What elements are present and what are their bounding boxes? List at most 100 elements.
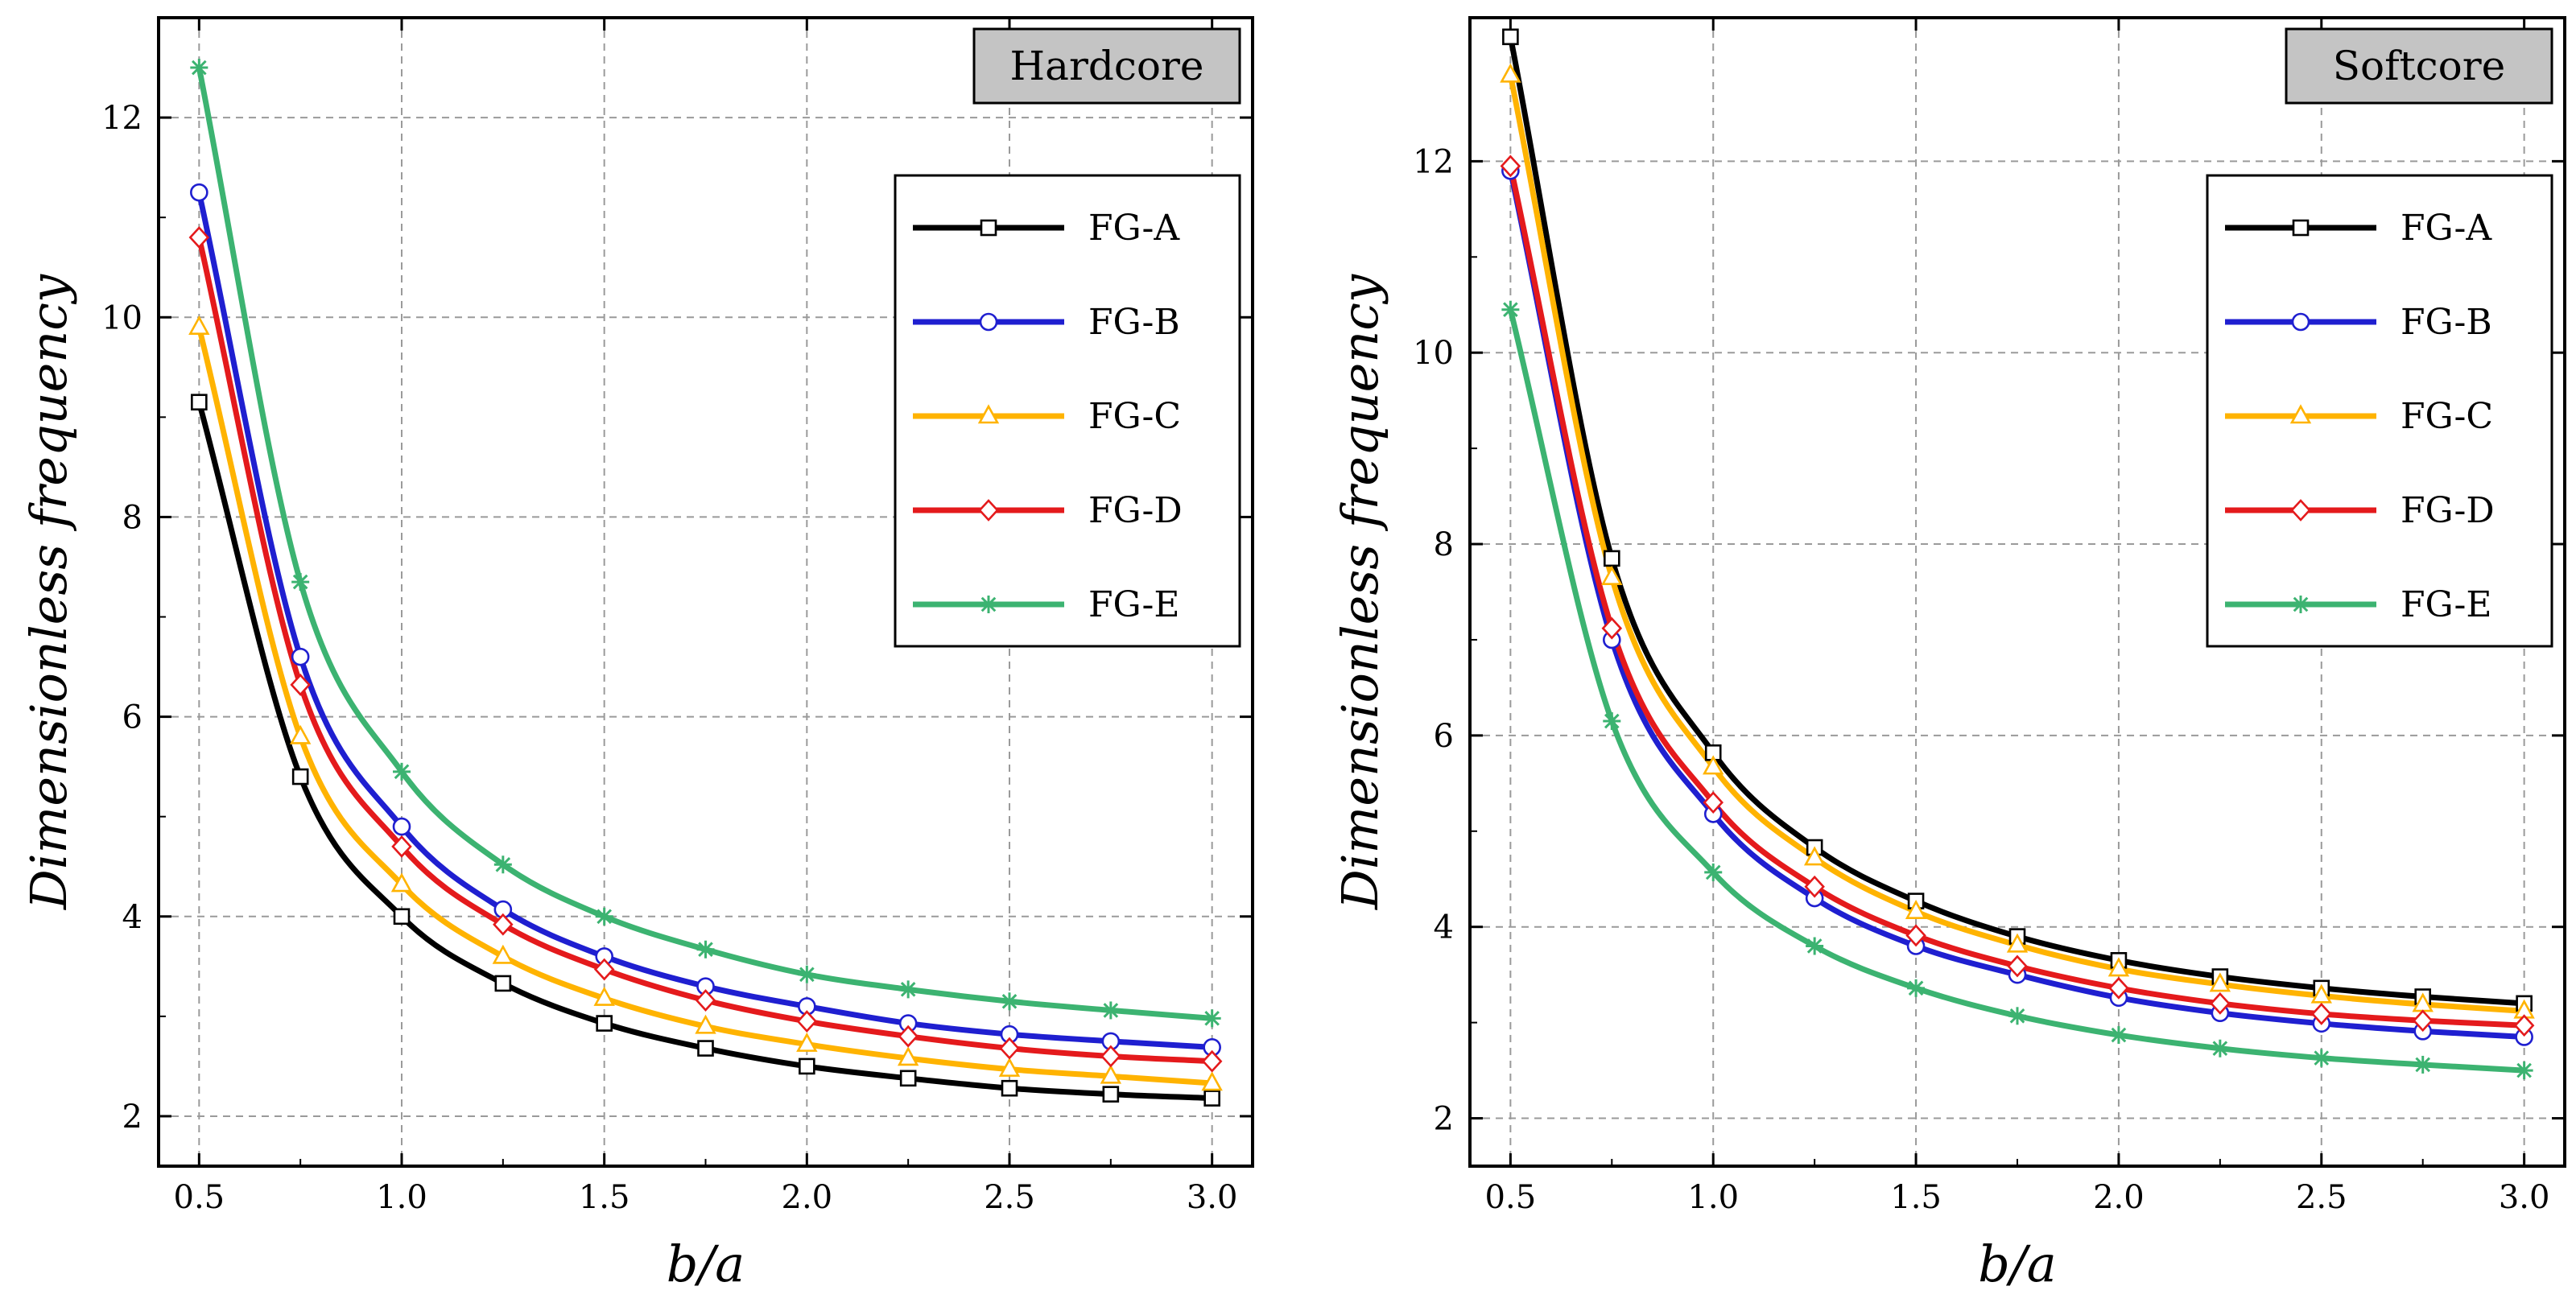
data-point-fg-e (393, 762, 411, 781)
legend-entry-fg-d: FG-D (913, 490, 1183, 531)
panel-badge-label: Hardcore (1010, 43, 1204, 89)
data-point-fg-c (1703, 755, 1724, 775)
legend-entry-fg-c: FG-C (913, 396, 1181, 437)
legend-label: FG-D (1088, 490, 1183, 531)
legend-label: FG-B (1088, 302, 1180, 343)
data-point-fg-c (1100, 1064, 1122, 1084)
data-point-fg-d (2007, 954, 2028, 978)
series-markers-fg-b (190, 183, 1221, 1057)
x-axis-title: b/a (667, 1235, 745, 1293)
data-point-fg-e (696, 940, 715, 959)
y-tick-label: 12 (1413, 143, 1454, 180)
ticks (1470, 18, 2565, 1166)
data-point-fg-c (2006, 933, 2029, 953)
series-markers-fg-d (188, 226, 1223, 1073)
marker-stroke (1204, 1011, 1220, 1026)
data-point-fg-c (2209, 972, 2231, 992)
data-point-fg-e (2008, 1007, 2026, 1025)
legend-label: FG-A (1088, 208, 1180, 249)
data-point-fg-c (897, 1046, 919, 1066)
data-point-fg-d (2210, 991, 2231, 1015)
marker-stroke (1806, 938, 1823, 954)
data-point-fg-e (2413, 1055, 2432, 1074)
data-point-fg-d (1601, 616, 1623, 640)
data-point-fg-a (799, 1057, 815, 1075)
x-tick-label: 3.0 (2499, 1179, 2550, 1216)
series-markers-fg-d (1500, 155, 2535, 1037)
legend-box (894, 174, 1241, 648)
series-markers-fg-a (191, 394, 1220, 1107)
panel-badge-label: Softcore (2333, 43, 2506, 89)
y-tick-label: 8 (1434, 526, 1454, 563)
data-point-fg-c (188, 315, 210, 335)
marker-stroke (1503, 302, 1518, 318)
data-point-fg-a (596, 1015, 613, 1032)
data-point-fg-e (2515, 1062, 2533, 1080)
data-point-fg-c (796, 1032, 818, 1052)
series-markers-fg-c (188, 315, 1223, 1091)
marker-stroke (597, 909, 612, 925)
legend-label: FG-B (2401, 302, 2492, 343)
legend-entry-fg-b: FG-B (2225, 302, 2492, 343)
x-tick-label: 3.0 (1187, 1179, 1238, 1216)
data-point-fg-e (1203, 1009, 1221, 1028)
legend-marker (2290, 499, 2311, 522)
y-axis-title: Dimensionless frequency (1331, 274, 1389, 910)
marker-stroke (394, 764, 410, 780)
marker-stroke (698, 942, 713, 958)
data-point-fg-d (999, 1037, 1020, 1060)
data-point-fg-a (291, 768, 309, 785)
marker-stroke (2293, 596, 2309, 612)
legend-label: FG-C (1088, 396, 1181, 437)
data-point-fg-a (1001, 1079, 1018, 1097)
data-point-fg-e (291, 573, 310, 592)
y-tick-label: 10 (1413, 335, 1454, 372)
data-point-fg-d (2311, 1002, 2332, 1025)
data-point-fg-e (1001, 992, 1018, 1011)
series-markers-fg-e (190, 59, 1221, 1028)
legend-label: FG-C (2401, 396, 2493, 437)
y-tick-label: 6 (122, 699, 142, 736)
data-point-fg-d (2513, 1014, 2535, 1037)
series-markers-fg-c (1500, 63, 2535, 1019)
marker-stroke (980, 596, 997, 612)
data-point-fg-a (1603, 550, 1620, 567)
data-point-fg-e (1501, 300, 1520, 319)
series-markers-fg-e (1501, 300, 2533, 1080)
marker-stroke (2516, 1062, 2532, 1078)
marker-stroke (495, 856, 511, 872)
data-point-fg-a (1203, 1090, 1220, 1107)
marker-stroke (2111, 1027, 2127, 1043)
data-point-fg-a (1102, 1086, 1120, 1103)
data-point-fg-b (190, 183, 208, 202)
marker-stroke (2212, 1041, 2228, 1057)
data-point-fg-c (1803, 846, 1826, 866)
y-tick-label: 4 (1434, 909, 1454, 946)
data-point-fg-d (1905, 924, 1926, 947)
data-point-fg-b (392, 817, 411, 836)
y-tick-label: 2 (1434, 1101, 1454, 1138)
data-point-fg-e (798, 965, 816, 983)
y-tick-label: 12 (101, 100, 142, 137)
data-point-fg-c (289, 724, 312, 744)
data-point-fg-d (1703, 791, 1724, 814)
data-point-fg-c (390, 872, 413, 893)
legend-entry-fg-c: FG-C (2225, 396, 2493, 437)
x-tick-label: 0.5 (1485, 1179, 1537, 1216)
legend: FG-A FG-B FG-C FG-D FG-E (894, 174, 1241, 648)
data-point-fg-e (2109, 1026, 2128, 1045)
data-point-fg-e (2312, 1049, 2330, 1067)
data-point-fg-d (2108, 976, 2129, 1000)
data-point-fg-a (494, 975, 512, 992)
legend-entry-fg-a: FG-A (913, 208, 1180, 249)
x-tick-label: 2.5 (984, 1179, 1035, 1216)
legend-label: FG-D (2401, 490, 2495, 531)
legend-marker (2292, 219, 2310, 237)
data-point-fg-d (1201, 1049, 1223, 1073)
x-tick-label: 1.5 (579, 1179, 630, 1216)
legend-marker (980, 219, 997, 237)
chart-panel-hardcore: 0.5 1.0 1.5 2.0 2.5 3.0 2 4 6 8 10 12 b/a Dimensionle… (19, 16, 1254, 1293)
marker-stroke (2314, 1050, 2330, 1066)
panel-badge (972, 27, 1241, 105)
legend-marker (2292, 596, 2310, 613)
